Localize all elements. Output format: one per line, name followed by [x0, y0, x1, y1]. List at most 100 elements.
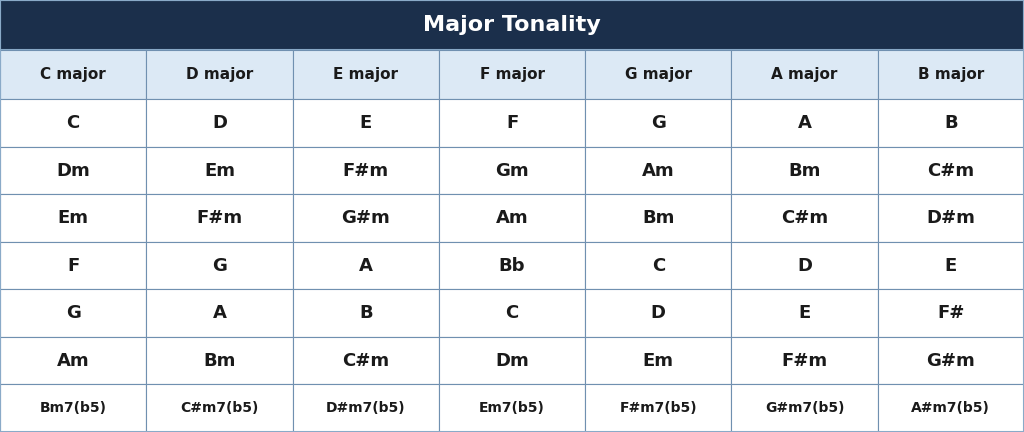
Bar	[293, 50, 439, 99]
Bar	[146, 147, 293, 194]
Text: G major: G major	[625, 67, 692, 82]
Text: G#m: G#m	[927, 352, 975, 370]
Bar	[731, 289, 878, 337]
Text: E: E	[359, 114, 372, 132]
Text: G#m7(b5): G#m7(b5)	[765, 401, 845, 415]
Text: Dm: Dm	[56, 162, 90, 180]
Text: E: E	[799, 304, 811, 322]
Text: C#m7(b5): C#m7(b5)	[180, 401, 259, 415]
Text: Am: Am	[642, 162, 675, 180]
Text: C: C	[651, 257, 665, 275]
Text: Am: Am	[496, 209, 528, 227]
Bar	[585, 50, 731, 99]
Text: E major: E major	[333, 67, 398, 82]
Bar	[878, 242, 1024, 289]
Bar	[439, 194, 585, 242]
Bar	[585, 194, 731, 242]
Bar	[146, 50, 293, 99]
Bar	[0, 242, 146, 289]
Text: Major Tonality: Major Tonality	[423, 15, 601, 35]
Text: F#: F#	[937, 304, 965, 322]
Text: A major: A major	[771, 67, 838, 82]
Bar	[293, 194, 439, 242]
Bar	[0, 147, 146, 194]
Text: F: F	[67, 257, 79, 275]
Text: Bm: Bm	[203, 352, 236, 370]
Text: C: C	[506, 304, 518, 322]
Bar	[146, 242, 293, 289]
Text: D: D	[212, 114, 227, 132]
Bar	[878, 337, 1024, 384]
Text: D major: D major	[185, 67, 253, 82]
Bar	[0, 50, 146, 99]
Bar	[731, 147, 878, 194]
Bar	[146, 384, 293, 432]
Text: F#m: F#m	[197, 209, 243, 227]
Text: D: D	[651, 304, 666, 322]
Text: B: B	[358, 304, 373, 322]
Bar	[731, 50, 878, 99]
Bar	[0, 384, 146, 432]
Text: Bm: Bm	[642, 209, 675, 227]
Text: B: B	[944, 114, 957, 132]
Bar	[731, 99, 878, 147]
Text: Em: Em	[57, 209, 89, 227]
Bar	[878, 289, 1024, 337]
Text: E: E	[945, 257, 957, 275]
Text: F#m: F#m	[343, 162, 389, 180]
Text: G: G	[212, 257, 227, 275]
Text: Em: Em	[643, 352, 674, 370]
Bar	[878, 147, 1024, 194]
Text: Dm: Dm	[496, 352, 528, 370]
Text: Bm7(b5): Bm7(b5)	[40, 401, 106, 415]
Bar	[146, 337, 293, 384]
Bar	[0, 194, 146, 242]
Text: C#m: C#m	[781, 209, 828, 227]
Bar	[585, 384, 731, 432]
Bar	[585, 147, 731, 194]
Text: D#m: D#m	[927, 209, 975, 227]
Bar	[293, 289, 439, 337]
Bar	[293, 242, 439, 289]
Text: D#m7(b5): D#m7(b5)	[326, 401, 406, 415]
Text: C: C	[67, 114, 80, 132]
Bar	[293, 337, 439, 384]
Bar	[731, 242, 878, 289]
Bar	[0, 99, 146, 147]
Text: A: A	[213, 304, 226, 322]
Text: D: D	[797, 257, 812, 275]
Text: Em: Em	[204, 162, 234, 180]
Bar	[878, 50, 1024, 99]
Bar	[0, 289, 146, 337]
Bar	[585, 289, 731, 337]
Text: Gm: Gm	[496, 162, 528, 180]
Text: F#m: F#m	[781, 352, 827, 370]
Text: Bm: Bm	[788, 162, 821, 180]
Bar	[439, 50, 585, 99]
Bar	[0, 0, 1024, 50]
Bar	[293, 384, 439, 432]
Bar	[731, 384, 878, 432]
Bar	[439, 242, 585, 289]
Bar	[731, 337, 878, 384]
Bar	[585, 242, 731, 289]
Bar	[585, 99, 731, 147]
Bar	[146, 99, 293, 147]
Bar	[878, 99, 1024, 147]
Text: Bb: Bb	[499, 257, 525, 275]
Bar	[146, 194, 293, 242]
Text: G#m: G#m	[341, 209, 390, 227]
Bar	[293, 99, 439, 147]
Text: C major: C major	[40, 67, 106, 82]
Text: Am: Am	[56, 352, 89, 370]
Text: F: F	[506, 114, 518, 132]
Text: A#m7(b5): A#m7(b5)	[911, 401, 990, 415]
Bar	[439, 337, 585, 384]
Bar	[0, 337, 146, 384]
Bar	[731, 194, 878, 242]
Text: Em7(b5): Em7(b5)	[479, 401, 545, 415]
Bar	[146, 289, 293, 337]
Bar	[439, 384, 585, 432]
Bar	[439, 289, 585, 337]
Text: B major: B major	[918, 67, 984, 82]
